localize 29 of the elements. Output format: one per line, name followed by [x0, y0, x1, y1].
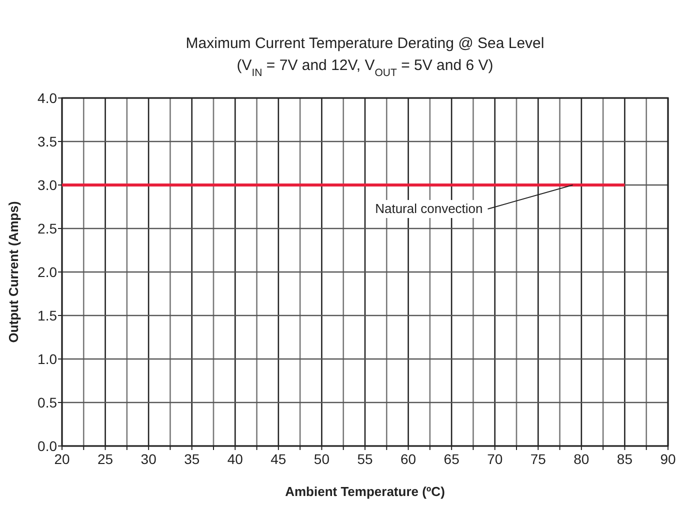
- x-tick-label: 50: [314, 451, 330, 467]
- x-axis-title: Ambient Temperature (ºC): [285, 484, 445, 499]
- y-tick-label: 3.5: [38, 133, 58, 150]
- x-tick-label: 35: [184, 451, 200, 467]
- chart-subtitle: (V$_{IN}$ = 7V and 12V, V$_{OUT}$ = 5V and 6 V): [236, 57, 494, 79]
- y-tick-label: 1.5: [38, 307, 58, 324]
- x-tick-label: 55: [357, 451, 373, 467]
- y-axis-title: Output Current (Amps): [6, 201, 21, 343]
- x-tick-label: 90: [660, 451, 676, 467]
- chart-title: Maximum Current Temperature Derating @ Sea Level: [186, 35, 544, 52]
- x-tick-label: 40: [227, 451, 244, 467]
- y-tick-label: 0.0: [38, 438, 58, 454]
- x-tick-label: 25: [97, 451, 114, 467]
- x-tick-label: 70: [487, 451, 503, 467]
- x-tick-label: 80: [574, 451, 590, 467]
- y-tick-label: 0.5: [38, 394, 58, 410]
- x-tick-label: 85: [616, 451, 633, 467]
- x-tick-label: 75: [530, 451, 546, 467]
- x-tick-label: 65: [444, 451, 460, 467]
- y-tick-label: 3.0: [38, 176, 58, 193]
- y-tick-label: 1.0: [38, 350, 58, 367]
- x-tick-label: 20: [54, 451, 70, 467]
- y-tick-label: 2.0: [38, 264, 58, 280]
- y-tick-label: 4.0: [38, 90, 58, 106]
- annotation: Natural convection: [375, 201, 483, 216]
- x-tick-label: 60: [400, 451, 416, 467]
- x-tick-label: 30: [140, 451, 157, 467]
- x-tick-label: 45: [270, 451, 286, 467]
- y-tick-label: 2.5: [38, 220, 58, 236]
